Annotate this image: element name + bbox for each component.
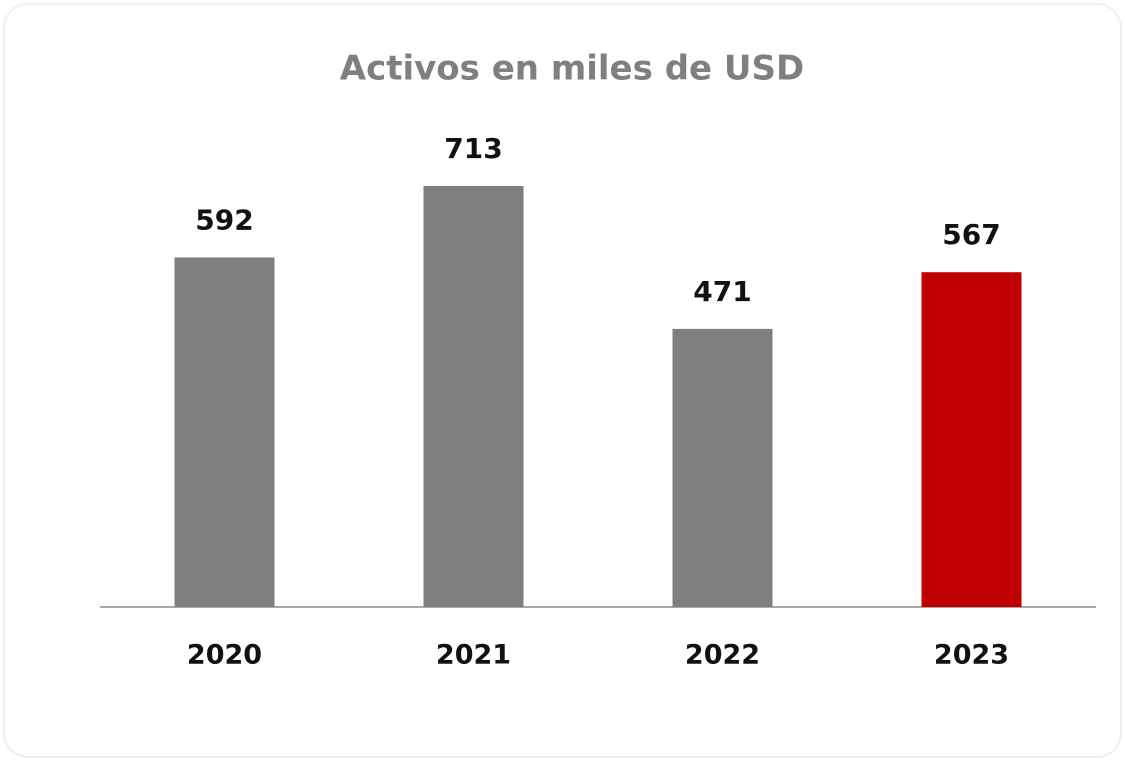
x-tick-label: 2020 <box>187 640 262 671</box>
bar <box>174 257 275 607</box>
bar <box>672 328 773 607</box>
data-label: 471 <box>693 275 751 308</box>
data-label: 567 <box>942 218 1000 251</box>
data-label: 592 <box>195 203 253 236</box>
chart-title: Activos en miles de USD <box>340 49 805 89</box>
data-label: 713 <box>444 132 502 165</box>
bar <box>423 186 524 607</box>
x-tick-label: 2022 <box>685 640 760 671</box>
x-tick-label: 2023 <box>934 640 1009 671</box>
card <box>3 3 1122 758</box>
bar <box>921 272 1022 607</box>
x-tick-label: 2021 <box>436 640 511 671</box>
